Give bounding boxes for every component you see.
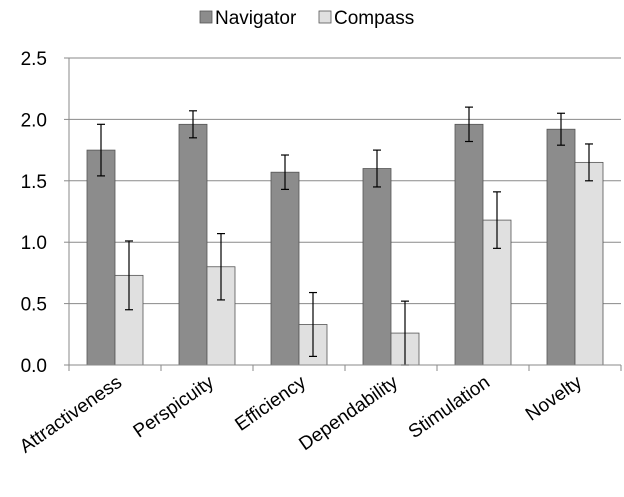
bar-navigator-dependability	[362, 168, 392, 366]
legend-label-navigator: Navigator	[215, 8, 297, 29]
y-tick-label: 2.0	[21, 110, 47, 131]
y-tick-label: 1.0	[21, 233, 47, 254]
bar-navigator-stimulation	[454, 123, 484, 366]
bar-compass-novelty	[574, 161, 604, 366]
legend-swatch-compass	[318, 10, 332, 24]
x-tick-label: Efficiency	[231, 372, 310, 436]
legend: Navigator Compass	[199, 8, 414, 29]
legend-label-compass: Compass	[334, 8, 414, 29]
x-tick-label: Perspicuity	[130, 372, 219, 443]
bar-navigator-perspicuity	[178, 123, 208, 366]
x-tick-label: Attractiveness	[16, 372, 126, 458]
y-tick-label: 1.5	[21, 172, 47, 193]
y-tick-label: 2.5	[21, 49, 47, 70]
bars	[86, 123, 604, 366]
error-bars	[97, 106, 593, 366]
axes	[64, 57, 622, 371]
gridlines	[69, 57, 621, 305]
x-tick-label: Dependability	[296, 372, 403, 456]
x-tick-labels: Attractiveness Perspicuity EfficiencyDepen…	[16, 372, 586, 458]
y-tick-labels: 0.0 0.5 1.0 1.5 2.0 2.5	[21, 49, 47, 377]
bar-navigator-efficiency	[270, 171, 300, 366]
x-tick-label: Stimulation	[405, 372, 494, 443]
legend-swatch-navigator	[199, 10, 213, 24]
y-tick-label: 0.0	[21, 356, 47, 377]
y-tick-label: 0.5	[21, 295, 47, 316]
bar-navigator-novelty	[546, 128, 576, 366]
x-tick-label: Novelty	[522, 372, 586, 426]
bar-navigator-attractiveness	[86, 149, 116, 366]
